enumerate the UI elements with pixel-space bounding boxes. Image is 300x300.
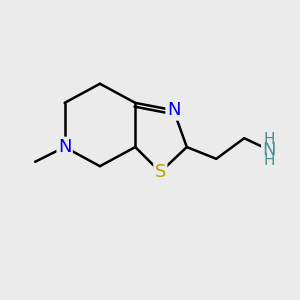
Text: H: H: [263, 132, 275, 147]
Text: H: H: [263, 153, 275, 168]
Text: N: N: [167, 101, 180, 119]
Text: S: S: [154, 163, 166, 181]
Text: N: N: [58, 138, 71, 156]
Text: N: N: [262, 141, 276, 159]
